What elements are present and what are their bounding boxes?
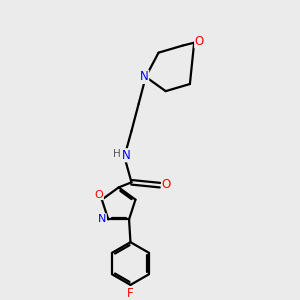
- Text: N: N: [98, 214, 106, 224]
- Text: O: O: [94, 190, 103, 200]
- Text: N: N: [122, 149, 131, 162]
- Text: F: F: [127, 287, 134, 300]
- Text: O: O: [162, 178, 171, 191]
- Text: N: N: [140, 70, 149, 83]
- Text: H: H: [112, 149, 120, 159]
- Text: O: O: [195, 35, 204, 48]
